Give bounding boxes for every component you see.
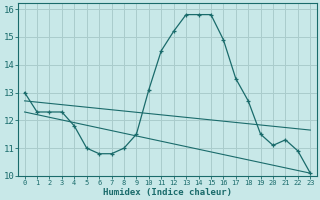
X-axis label: Humidex (Indice chaleur): Humidex (Indice chaleur)	[103, 188, 232, 197]
